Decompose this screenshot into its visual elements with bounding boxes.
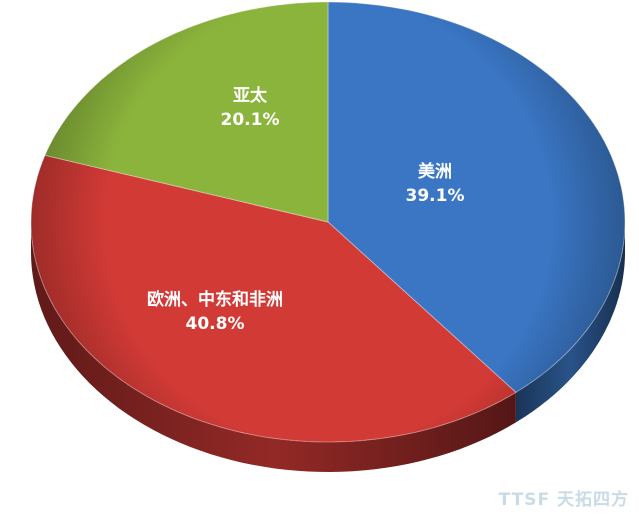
slice-label-apac: 亚太 20.1% [200, 84, 300, 132]
slice-1 [30, 154, 517, 443]
slice-label-americas: 美洲 39.1% [380, 160, 490, 208]
slice-label-emea: 欧洲、中东和非洲 40.8% [115, 288, 315, 336]
slice-value: 20.1% [220, 110, 280, 130]
slice-name: 美洲 [418, 162, 452, 182]
slice-side [515, 222, 625, 423]
slice-value: 39.1% [405, 186, 465, 206]
slice-value: 40.8% [185, 314, 245, 334]
slice-name: 亚太 [233, 86, 267, 106]
slice-name: 欧洲、中东和非洲 [147, 290, 283, 310]
slice-side [31, 222, 516, 472]
watermark: TTSF 天拓四方 [498, 490, 629, 510]
slice-2 [44, 1, 329, 223]
slice-0 [327, 1, 626, 394]
